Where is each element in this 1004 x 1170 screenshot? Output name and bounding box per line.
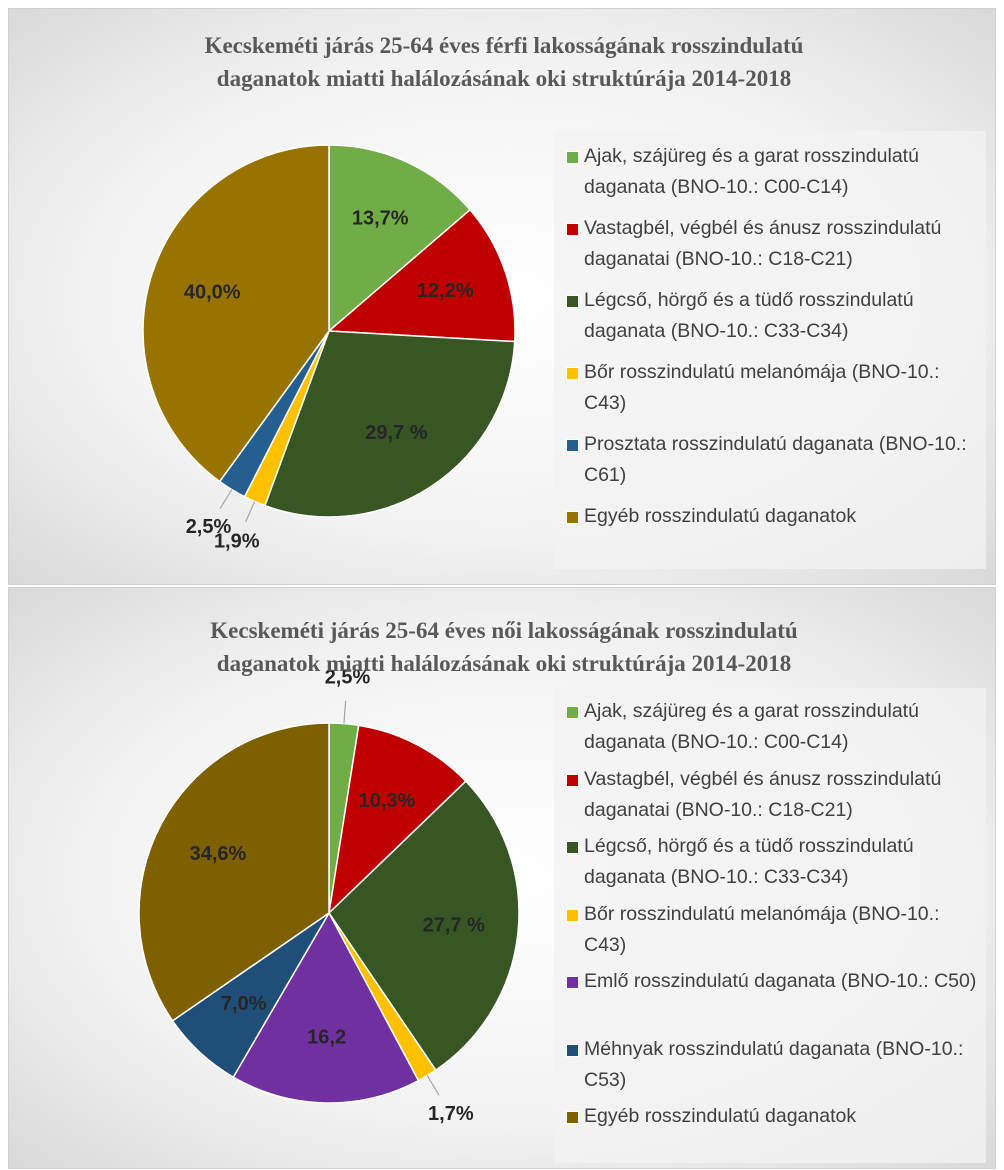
legend-swatch <box>566 841 579 854</box>
leader-line <box>426 1075 440 1096</box>
data-label: 1,9% <box>214 531 260 553</box>
leader-line <box>245 501 256 523</box>
legend-label: Bőr rosszindulatú melanómája (BNO-10.: C… <box>584 902 940 956</box>
pie-chart: 13,7% 12,2% 29,7 % 1,9%2,5% 40,0% <box>142 144 516 553</box>
data-label: 2,5% <box>186 516 232 538</box>
legend-item: Bőr rosszindulatú melanómája (BNO-10.: C… <box>562 899 982 961</box>
legend-label: Légcső, hörgő és a tüdő rosszindulatú da… <box>584 289 914 342</box>
legend-item: Emlő rosszindulatú daganata (BNO-10.: C5… <box>562 966 982 997</box>
data-label: 2,5% <box>325 666 371 688</box>
data-label: 12,2% <box>417 280 474 302</box>
data-label: 29,7 % <box>365 422 427 444</box>
legend-item: Vastagbél, végbél és ánusz rosszindulatú… <box>562 213 982 275</box>
legend-swatch <box>566 511 579 524</box>
legend-item: Légcső, hörgő és a tüdő rosszindulatú da… <box>562 285 982 347</box>
legend-swatch <box>566 908 579 922</box>
legend-item: Egyéb rosszindulatú daganatok <box>562 1101 982 1132</box>
legend-label: Méhnyak rosszindulatú daganata (BNO-10.:… <box>584 1037 964 1091</box>
legend-label: Légcső, hörgő és a tüdő rosszindulatú da… <box>584 835 914 888</box>
legend-label: Ajak, szájüreg és a garat rosszindulatú … <box>584 700 919 753</box>
legend-swatch <box>566 151 579 164</box>
pie-slice <box>327 724 467 916</box>
legend-label: Egyéb rosszindulatú daganatok <box>584 505 857 527</box>
pie-slice <box>328 144 472 333</box>
legend-label: Egyéb rosszindulatú daganatok <box>584 1105 857 1127</box>
legend-swatch <box>566 1043 579 1057</box>
pie-slice <box>232 911 420 1104</box>
pie-slice <box>138 722 330 1022</box>
chart-panel: 13,7% 12,2% 29,7 % 1,9% 2,5% 40,0% Kecskeméti … <box>8 8 996 585</box>
legend-label: Bőr rosszindulatú melanómája (BNO-10.: C… <box>584 361 940 414</box>
data-label: 40,0% <box>184 281 241 303</box>
legend-label: Vastagbél, végbél és ánusz rosszindulatú… <box>584 217 942 270</box>
data-label: 16,2 <box>307 1027 346 1049</box>
legend-swatch <box>566 223 579 236</box>
legend-item: Légcső, hörgő és a tüdő rosszindulatú da… <box>562 831 982 893</box>
data-label: 13,7% <box>352 208 409 230</box>
pie-chart: 2,5% 10,3% 27,7 % 1,7% 16,2 7,0% 34,6% <box>138 666 520 1125</box>
pie-slice <box>328 780 520 1072</box>
legend-label: Ajak, szájüreg és a garat rosszindulatú … <box>584 145 919 198</box>
legend-item: Bőr rosszindulatú melanómája (BNO-10.: C… <box>562 357 982 419</box>
legend-swatch <box>566 367 579 380</box>
legend-label: Prosztata rosszindulatú daganata (BNO-10… <box>584 433 967 486</box>
legend: Ajak, szájüreg és a garat rosszindulatú … <box>554 688 986 1163</box>
legend-item: Ajak, szájüreg és a garat rosszindulatú … <box>562 696 982 758</box>
legend-item: Egyéb rosszindulatú daganatok <box>562 501 982 532</box>
data-label: 7,0% <box>221 993 267 1015</box>
leader-line <box>343 700 347 724</box>
legend-item: Prosztata rosszindulatú daganata (BNO-10… <box>562 429 982 491</box>
chart-title: Kecskeméti járás 25-64 éves férfi lakoss… <box>204 33 804 91</box>
legend: Ajak, szájüreg és a garat rosszindulatú … <box>554 131 986 569</box>
legend-swatch <box>566 439 579 452</box>
pie-slice <box>327 208 516 343</box>
legend-item: Ajak, szájüreg és a garat rosszindulatú … <box>562 141 982 203</box>
pie-slice <box>142 144 330 483</box>
legend-swatch <box>566 295 579 308</box>
legend-label: Emlő rosszindulatú daganata (BNO-10.: C5… <box>584 970 977 992</box>
leader-line <box>219 489 233 509</box>
legend-swatch <box>566 1111 579 1124</box>
legend-item: Vastagbél, végbél és ánusz rosszindulatú… <box>562 764 982 826</box>
legend-item: Méhnyak rosszindulatú daganata (BNO-10.:… <box>562 1034 982 1096</box>
data-label: 1,7% <box>428 1103 474 1125</box>
legend-label: Vastagbél, végbél és ánusz rosszindulatú… <box>584 767 942 821</box>
data-label: 34,6% <box>190 843 247 865</box>
legend-swatch <box>566 706 579 719</box>
pie-slice <box>263 330 516 518</box>
chart-title: Kecskeméti járás 25-64 éves női lakosság… <box>210 618 798 676</box>
legend-swatch <box>566 976 579 989</box>
data-label: 10,3% <box>359 790 416 812</box>
legend-swatch <box>566 773 579 787</box>
data-label: 27,7 % <box>423 914 485 936</box>
chart-panel: 2,5% 10,3% 27,7 % 1,7% 16,2 7,0% 34,6% Kecskemé… <box>8 587 996 1169</box>
